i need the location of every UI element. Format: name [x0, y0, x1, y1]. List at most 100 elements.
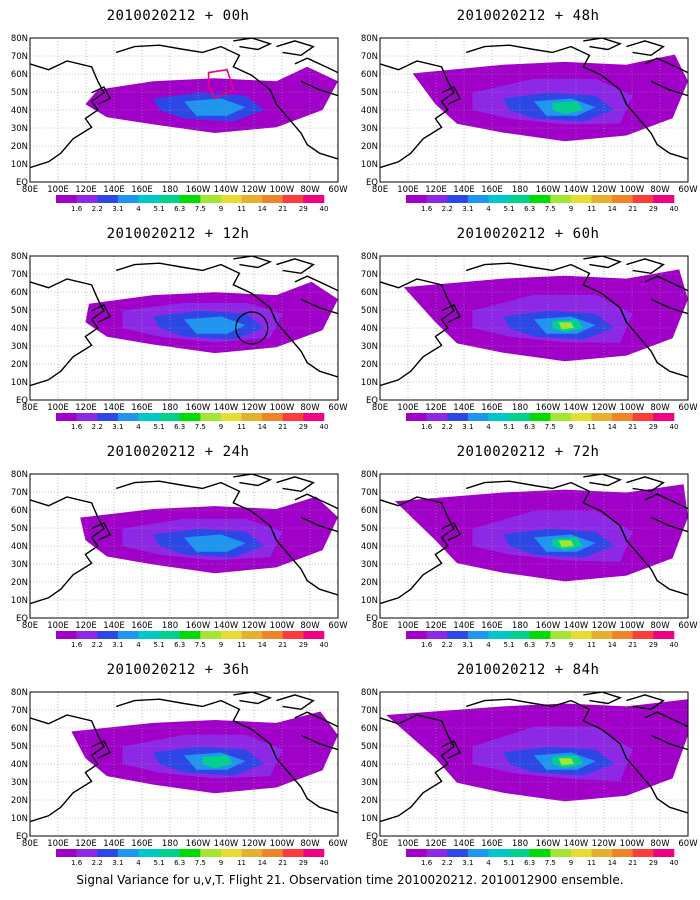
lat-tick-label: EQ [366, 396, 378, 406]
colorbar-label: 4 [486, 641, 491, 649]
colorbar-label: 40 [670, 859, 679, 867]
colorbar-label: 1.6 [71, 423, 83, 431]
lat-tick-label: 70N [361, 488, 378, 498]
lon-tick-label: 80E [372, 403, 388, 413]
lon-tick-label: 80W [650, 621, 670, 631]
coastline [583, 692, 623, 705]
colorbar-label: 40 [670, 423, 679, 431]
lon-tick-label: 120W [242, 403, 267, 413]
variance-shading [558, 322, 574, 330]
lon-tick-label: 60W [328, 839, 348, 849]
colorbar-label: 29 [299, 859, 308, 867]
colorbar-label: 29 [299, 205, 308, 213]
lat-tick-label: 10N [11, 160, 28, 170]
colorbar-label: 6.3 [174, 859, 185, 867]
colorbar-swatch [159, 631, 180, 639]
observation-region-outline [207, 68, 235, 100]
colorbar-swatch [282, 631, 304, 639]
colorbar-swatch [282, 849, 304, 857]
lat-tick-label: 80N [361, 252, 378, 262]
map-figure: 80E 100E 120E 140E 160E 180 160W 140W 120W 100W 80… [11, 34, 348, 213]
panel-title: 2010020212 + 00h [106, 8, 250, 24]
lat-tick-label: 60N [361, 506, 378, 516]
lon-tick-label: 120W [242, 621, 267, 631]
colorbar-swatch [529, 631, 551, 639]
lon-tick-label: 120E [75, 839, 97, 849]
lon-tick-label: 160W [186, 185, 211, 195]
colorbar-swatch [426, 413, 448, 421]
lon-tick-label: 140E [453, 839, 475, 849]
lat-tick-label: 40N [11, 106, 28, 116]
lat-tick-label: 40N [11, 542, 28, 552]
colorbar-label: 7.5 [545, 423, 556, 431]
lon-tick-label: 120E [425, 839, 447, 849]
lat-tick-label: 20N [361, 360, 378, 370]
panel-title: 2010020212 + 12h [106, 226, 250, 242]
colorbar-swatch [159, 413, 180, 421]
colorbar-swatch [406, 195, 427, 203]
colorbar-label: 1.6 [71, 641, 83, 649]
lon-tick-label: 80E [22, 403, 38, 413]
lat-tick-label: 10N [11, 596, 28, 606]
lat-tick-label: 80N [11, 688, 28, 698]
colorbar-label: 4 [486, 205, 491, 213]
lat-tick-label: EQ [16, 832, 28, 842]
coastline [626, 40, 665, 57]
panel-title: 2010020212 + 60h [456, 226, 600, 242]
panel-title: 2010020212 + 72h [456, 444, 600, 460]
lon-tick-label: 120W [242, 839, 267, 849]
coastline [294, 57, 338, 74]
lon-tick-label: 140E [103, 403, 125, 413]
colorbar-swatch [447, 413, 469, 421]
lon-tick-label: 80W [300, 839, 320, 849]
colorbar-label: 2.2 [442, 205, 453, 213]
colorbar-label: 11 [587, 205, 596, 213]
colorbar-label: 9 [219, 205, 223, 213]
lat-tick-label: 70N [361, 52, 378, 62]
colorbar-label: 5.1 [504, 205, 515, 213]
colorbar-swatch [447, 849, 469, 857]
coastline [91, 304, 112, 323]
map-figure: 80E 100E 120E 140E 160E 180 160W 140W 120W 100W 80… [11, 688, 348, 867]
lat-tick-label: 40N [361, 324, 378, 334]
lat-tick-label: 10N [361, 814, 378, 824]
lat-tick-label: 30N [361, 124, 378, 134]
colorbar-swatch [488, 413, 510, 421]
lat-tick-label: 60N [361, 70, 378, 80]
colorbar-swatch [612, 631, 634, 639]
colorbar-label: 3.1 [462, 641, 473, 649]
lon-tick-label: 100W [270, 839, 295, 849]
colorbar-label: 2.2 [442, 423, 453, 431]
coastline [115, 44, 338, 160]
variance-shading [558, 540, 574, 548]
lat-tick-label: EQ [366, 614, 378, 624]
lon-tick-label: 60W [678, 185, 698, 195]
coastline [626, 476, 665, 493]
colorbar-label: 6.3 [524, 859, 535, 867]
colorbar-label: 4 [486, 859, 491, 867]
map-frame [29, 691, 339, 837]
lat-tick-label: 80N [11, 34, 28, 44]
lon-tick-label: 80W [650, 185, 670, 195]
coastline [650, 80, 688, 97]
lon-tick-label: 140E [453, 621, 475, 631]
lon-tick-label: 160W [186, 621, 211, 631]
panel-title: 2010020212 + 48h [456, 8, 600, 24]
lon-tick-label: 80W [300, 403, 320, 413]
lon-tick-label: 80E [22, 839, 38, 849]
map-frame [29, 37, 339, 183]
lat-tick-label: 30N [361, 560, 378, 570]
coastline [441, 522, 462, 541]
coastline [300, 298, 338, 315]
colorbar-swatch [653, 413, 675, 421]
colorbar-label: 21 [278, 423, 287, 431]
lon-tick-label: 100E [397, 403, 419, 413]
variance-shading [202, 755, 234, 769]
colorbar-swatch [509, 631, 530, 639]
lon-tick-label: 140E [453, 403, 475, 413]
colorbar-swatch [76, 195, 98, 203]
map-frame [29, 473, 339, 619]
lat-tick-label: 60N [11, 288, 28, 298]
colorbar-swatch [262, 631, 284, 639]
colorbar-swatch [467, 631, 489, 639]
